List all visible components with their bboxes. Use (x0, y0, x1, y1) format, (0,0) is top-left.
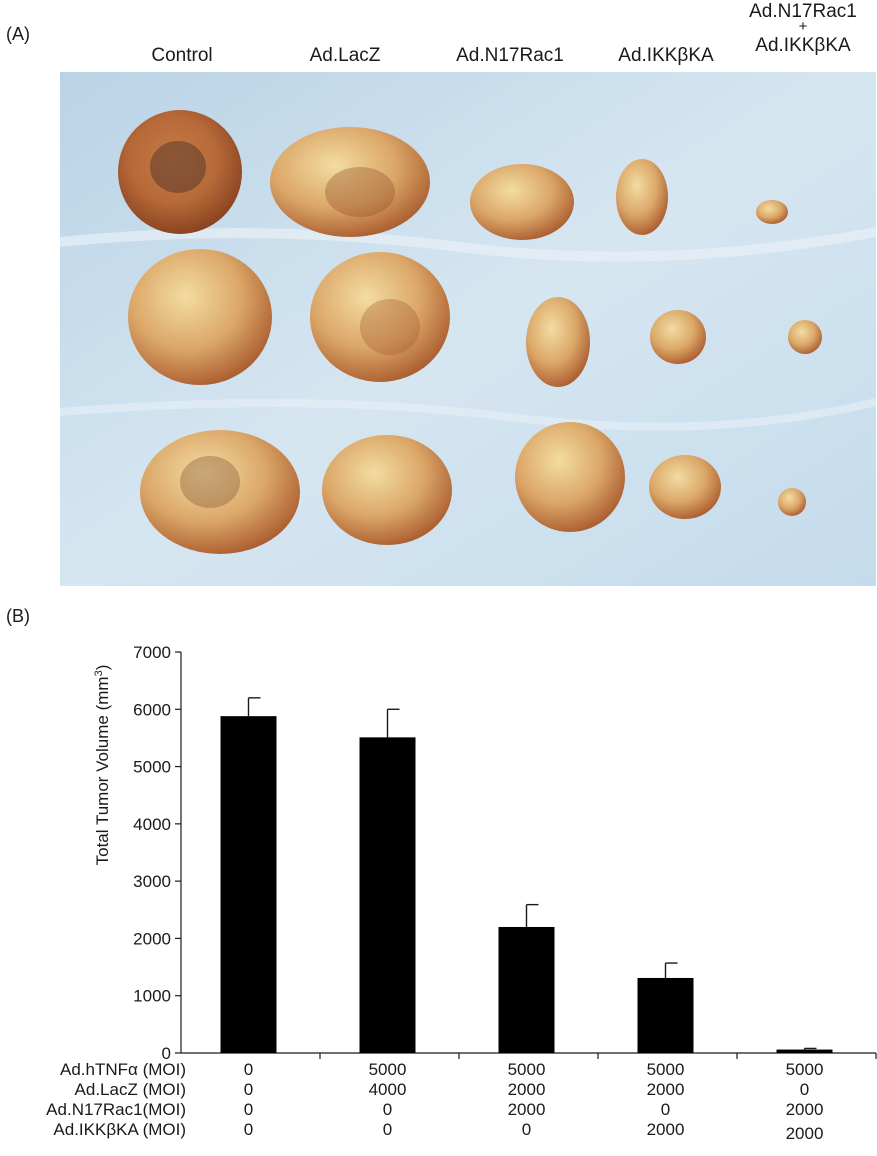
column-label-adlacz: Ad.LacZ (309, 45, 381, 66)
y-axis-label: Total Tumor Volume (mm3) (93, 665, 112, 866)
cell-r1-c4: 0 (799, 1080, 810, 1099)
cell-r1-c0: 0 (243, 1080, 254, 1099)
column-label-control: Control (151, 45, 213, 66)
cell-r2-c0: 0 (243, 1100, 254, 1119)
tumor-r2-combo (788, 320, 822, 354)
y-tick-label-7: 7000 (133, 643, 171, 662)
cell-r1-c2: 2000 (507, 1080, 546, 1099)
y-tick-label-1: 1000 (133, 987, 171, 1006)
column-label-adn17rac1: Ad.N17Rac1 (456, 45, 564, 66)
tumor-r3-control (140, 430, 300, 554)
bar-3 (637, 977, 694, 1053)
y-tick-label-2: 2000 (133, 929, 171, 948)
cell-r1-c1: 4000 (368, 1080, 407, 1099)
cell-r2-c2: 2000 (507, 1100, 546, 1119)
cell-r3-c3: 2000 (646, 1120, 685, 1139)
panel-a-label: (A) (6, 24, 30, 44)
cell-r3-c1: 0 (382, 1120, 393, 1139)
chart-axes: 0 1000 2000 3000 4000 5000 6000 7000 (133, 643, 877, 1063)
y-tick-label-3: 3000 (133, 872, 171, 891)
y-tick-label-6: 6000 (133, 700, 171, 719)
y-tick-label-0: 0 (162, 1044, 171, 1063)
bar-1 (359, 737, 416, 1053)
cell-r0-c0: 0 (243, 1060, 254, 1079)
cell-r3-c0: 0 (243, 1120, 254, 1139)
combo-line-1: Ad.N17Rac1 (749, 1, 857, 22)
row-label-1: Ad.LacZ (MOI) (74, 1080, 186, 1099)
row-label-2: Ad.N17Rac1(MOI) (46, 1100, 186, 1119)
combo-line-2: Ad.IKKβKA (755, 35, 851, 56)
tumor-r3-ikk (649, 455, 721, 519)
column-label-combo: Ad.N17Rac1 + Ad.IKKβKA (728, 2, 877, 56)
cell-r0-c4: 5000 (785, 1060, 824, 1079)
tumor-r3-lacz (322, 435, 452, 545)
tumor-r1-combo (756, 200, 788, 224)
bar-0 (220, 716, 277, 1053)
tumor-r3-combo (778, 488, 806, 516)
tumor-r2-ikk (650, 310, 706, 364)
cell-r0-c1: 5000 (368, 1060, 407, 1079)
bar-4 (776, 1049, 833, 1053)
tumor-r1-n17 (470, 164, 574, 240)
y-tick-label-4: 4000 (133, 815, 171, 834)
cell-r2-c3: 0 (660, 1100, 671, 1119)
bar-2 (498, 926, 555, 1053)
tumor-r2-n17 (526, 297, 590, 387)
tumor-photo (60, 72, 876, 586)
row-label-0: Ad.hTNFα (MOI) (60, 1060, 186, 1079)
tumor-r3-n17 (515, 422, 625, 532)
tumor-r2-control (128, 249, 272, 385)
cell-r2-c4: 2000 (785, 1100, 824, 1119)
combo-plus: + (798, 18, 808, 35)
cell-r3-c2: 0 (521, 1120, 532, 1139)
cell-r2-c1: 0 (382, 1100, 393, 1119)
cell-r3-c4: 2000 (785, 1124, 824, 1143)
row-label-3: Ad.IKKβKA (MOI) (53, 1120, 186, 1139)
cell-r0-c2: 5000 (507, 1060, 546, 1079)
chart-bars (220, 697, 833, 1053)
cell-r1-c3: 2000 (646, 1080, 685, 1099)
tumor-r1-ikk (616, 159, 668, 235)
tumor-r1-lacz (270, 127, 430, 237)
tumor-r2-lacz (310, 252, 450, 382)
cell-r0-c3: 5000 (646, 1060, 685, 1079)
column-label-adikkbka: Ad.IKKβKA (618, 45, 714, 66)
y-tick-label-5: 5000 (133, 758, 171, 777)
panel-b-label: (B) (6, 606, 30, 626)
